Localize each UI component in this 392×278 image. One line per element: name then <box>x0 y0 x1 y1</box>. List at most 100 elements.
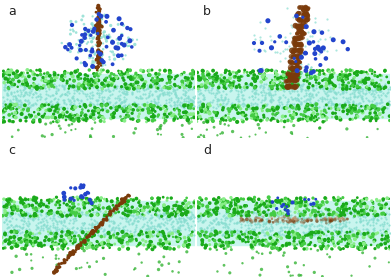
Point <box>249 227 255 231</box>
Point <box>13 206 19 210</box>
Point <box>123 71 129 75</box>
Point <box>332 218 338 222</box>
Point <box>250 231 257 235</box>
Point <box>220 101 226 106</box>
Point <box>148 85 154 89</box>
Point <box>314 203 321 208</box>
Point <box>321 216 328 220</box>
Point <box>111 78 117 83</box>
Point <box>167 86 173 90</box>
Point <box>209 210 216 215</box>
Point <box>332 111 339 115</box>
Point <box>292 36 298 41</box>
Point <box>315 210 321 214</box>
Point <box>207 247 213 251</box>
Point <box>196 204 202 208</box>
Point <box>221 82 227 86</box>
Point <box>329 101 335 105</box>
Point <box>251 100 258 105</box>
Point <box>16 94 23 98</box>
Point <box>118 237 124 241</box>
Point <box>231 80 237 84</box>
Point <box>361 201 368 205</box>
Point <box>80 14 86 18</box>
Point <box>89 61 95 66</box>
Point <box>52 217 58 222</box>
Point <box>116 226 123 230</box>
Point <box>15 233 21 237</box>
Point <box>336 240 343 244</box>
Point <box>383 90 390 95</box>
Point <box>77 185 83 190</box>
Point <box>45 83 51 87</box>
Point <box>27 216 33 220</box>
Point <box>309 75 315 80</box>
Point <box>107 74 113 78</box>
Point <box>108 213 114 218</box>
Point <box>123 88 129 93</box>
Point <box>381 233 387 237</box>
Point <box>314 101 320 105</box>
Point <box>183 78 189 83</box>
Point <box>62 260 68 265</box>
Point <box>127 75 134 79</box>
Point <box>96 7 102 12</box>
Point <box>92 225 98 230</box>
Point <box>108 83 114 87</box>
Point <box>339 105 345 110</box>
Point <box>245 212 251 217</box>
Point <box>35 108 41 112</box>
Point <box>89 109 96 113</box>
Point <box>274 72 280 77</box>
Point <box>226 214 232 218</box>
Point <box>106 212 112 217</box>
Point <box>125 199 131 203</box>
Point <box>295 215 301 219</box>
Point <box>351 102 358 107</box>
Point <box>234 220 240 224</box>
Point <box>323 246 330 250</box>
Point <box>294 232 301 236</box>
Point <box>46 198 53 203</box>
Point <box>72 231 78 235</box>
Point <box>304 103 310 108</box>
Point <box>362 92 368 96</box>
Point <box>67 207 73 211</box>
Point <box>360 79 367 83</box>
Point <box>145 209 151 214</box>
Point <box>330 86 337 91</box>
Point <box>227 214 234 219</box>
Point <box>8 230 15 234</box>
Point <box>81 231 87 235</box>
Point <box>357 101 363 106</box>
Point <box>299 29 305 33</box>
Point <box>230 211 237 215</box>
Point <box>370 232 376 237</box>
Point <box>60 101 67 105</box>
Point <box>355 214 361 218</box>
Point <box>155 201 161 206</box>
Point <box>120 201 126 205</box>
Point <box>124 105 131 109</box>
Point <box>57 203 63 207</box>
Point <box>235 97 241 102</box>
Point <box>236 83 242 87</box>
Point <box>103 76 109 80</box>
Point <box>145 205 151 209</box>
Point <box>79 111 85 115</box>
Point <box>354 88 361 93</box>
Point <box>166 261 172 266</box>
Point <box>302 217 309 222</box>
Point <box>311 233 317 237</box>
Point <box>295 226 301 230</box>
Point <box>225 200 231 204</box>
Point <box>86 200 93 205</box>
Point <box>379 212 385 216</box>
Point <box>309 107 315 112</box>
Point <box>325 101 331 105</box>
Point <box>335 195 341 200</box>
Point <box>134 80 141 85</box>
Point <box>84 48 90 53</box>
Point <box>205 88 212 92</box>
Point <box>324 227 330 232</box>
